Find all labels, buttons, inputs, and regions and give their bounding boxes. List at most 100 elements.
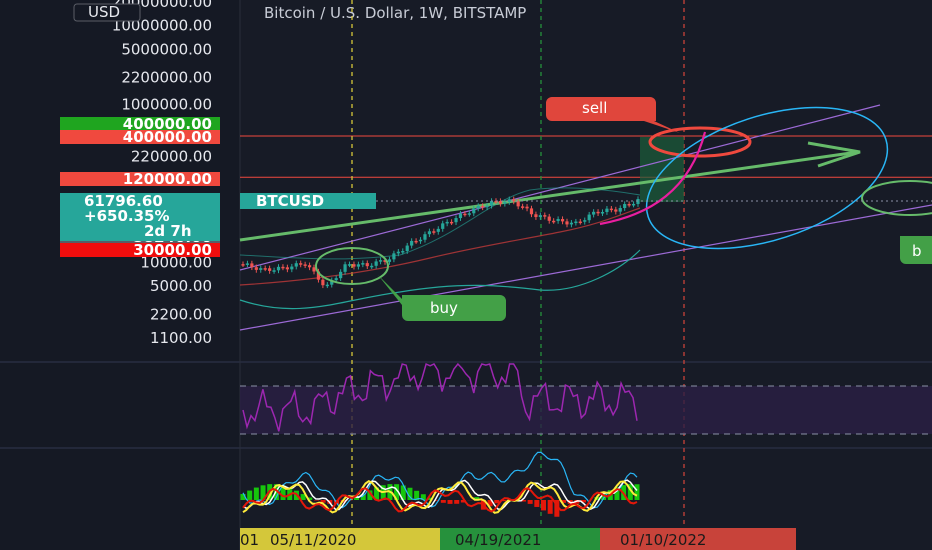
- upper-band: [239, 187, 641, 260]
- candle-body: [481, 205, 485, 208]
- candle-body: [347, 264, 352, 266]
- candle-body: [565, 221, 569, 225]
- osc-histogram-bar: [420, 494, 426, 500]
- y-tick-label: 2200.00: [150, 305, 212, 323]
- price-tag-label: 400000.00: [123, 115, 212, 133]
- candle-body: [587, 214, 591, 221]
- candle-body: [276, 266, 281, 271]
- symbol-label: BTCUSD: [256, 192, 324, 210]
- channel-upper-line[interactable]: [239, 104, 881, 271]
- osc-histogram-bar: [440, 500, 446, 503]
- candle-body: [374, 261, 378, 266]
- candle-body: [245, 263, 250, 265]
- candle-body: [472, 208, 476, 214]
- osc-histogram-bar: [494, 500, 500, 504]
- oscillator-pane[interactable]: [240, 451, 640, 517]
- candle-body: [343, 264, 347, 272]
- candle-body: [254, 267, 258, 270]
- plot-area: [240, 0, 932, 550]
- date-label-3: 01/10/2022: [620, 531, 706, 549]
- candle-body: [498, 201, 503, 204]
- osc-histogram-bar: [400, 485, 406, 500]
- candle-body: [365, 263, 369, 267]
- candle-body: [534, 214, 538, 218]
- candle-body: [485, 205, 489, 208]
- sell-ellipse[interactable]: [648, 126, 752, 158]
- price-tag-bg: [60, 172, 220, 186]
- price-axis[interactable]: 20000000.0010000000.005000000.002200000.…: [112, 0, 212, 347]
- candle-body: [609, 208, 613, 211]
- price-candles[interactable]: [241, 196, 640, 289]
- candle-body: [489, 200, 494, 206]
- date-label-1-bg: [240, 528, 462, 550]
- lower-band: [239, 249, 641, 310]
- symbol-tag[interactable]: [240, 193, 376, 209]
- projection-ellipse[interactable]: [629, 80, 905, 275]
- candle-body: [387, 259, 392, 262]
- y-tick-label: 20000000.00: [112, 0, 212, 11]
- osc-histogram-bar: [561, 500, 567, 503]
- candle-body: [516, 201, 520, 207]
- buy-callout[interactable]: [378, 275, 506, 321]
- osc-histogram-bar: [427, 497, 433, 500]
- candle-body: [552, 220, 556, 223]
- rsi-line[interactable]: [242, 362, 638, 432]
- y-tick-label: 1100.00: [150, 329, 212, 347]
- y-tick-label: 5000.00: [150, 277, 212, 295]
- candle-body: [259, 268, 263, 270]
- projection-curve[interactable]: [599, 131, 707, 226]
- last-price-change: +650.35%: [84, 207, 169, 225]
- candle-body: [463, 213, 467, 216]
- osc-histogram-bar: [460, 500, 466, 503]
- osc-histogram-bar: [547, 500, 553, 514]
- candle-body: [600, 212, 605, 214]
- currency-badge[interactable]: [73, 3, 141, 22]
- osc-histogram-bar: [500, 500, 506, 502]
- candle-body: [334, 278, 338, 281]
- buy-callout-2[interactable]: [900, 236, 932, 264]
- chart-title: Bitcoin / U.S. Dollar, 1W, BITSTAMP: [264, 4, 526, 22]
- price-tag-label: 30000.00: [133, 241, 212, 259]
- candle-body: [458, 213, 463, 219]
- candle-body: [521, 206, 525, 208]
- osc-histogram-bar: [354, 497, 360, 500]
- candle-body: [578, 221, 582, 224]
- candle-body: [467, 213, 471, 215]
- candle-body: [436, 228, 440, 232]
- y-tick-label: 220000.00: [131, 147, 212, 165]
- buy-ellipse[interactable]: [315, 247, 389, 285]
- last-price-tag[interactable]: [60, 193, 220, 241]
- trend-arrowhead[interactable]: [807, 141, 861, 168]
- trend-arrow-line[interactable]: [239, 150, 859, 242]
- osc-histogram-bar: [360, 493, 366, 500]
- channel-lower-line[interactable]: [239, 204, 932, 331]
- candle-body: [325, 284, 329, 287]
- osc-histogram-bar: [541, 500, 547, 511]
- candle-body: [307, 265, 312, 268]
- candle-body: [449, 221, 454, 224]
- osc-line: [242, 451, 638, 509]
- osc-histogram-bar: [313, 500, 319, 501]
- buy-callout-2-text: b: [912, 242, 922, 260]
- candle-body: [272, 270, 276, 272]
- candle-body: [574, 221, 578, 224]
- candle-body: [392, 253, 396, 260]
- candle-body: [361, 263, 365, 265]
- currency-label: USD: [88, 3, 120, 21]
- osc-histogram-bar: [614, 487, 620, 500]
- candle-body: [503, 201, 507, 204]
- candle-body: [370, 265, 374, 268]
- candle-body: [294, 263, 298, 267]
- osc-histogram-bar: [367, 490, 373, 500]
- buy-ellipse-2[interactable]: [861, 180, 932, 216]
- sell-callout[interactable]: [546, 97, 680, 133]
- date-label-1: 05/11/2020: [270, 531, 356, 549]
- candle-body: [596, 211, 600, 214]
- candle-body: [303, 264, 307, 266]
- osc-histogram-bar: [527, 500, 533, 504]
- price-tag-label: 120000.00: [123, 170, 212, 188]
- osc-histogram-bar: [414, 490, 420, 500]
- osc-histogram-bar: [300, 494, 306, 500]
- date-label-3-bg: [600, 528, 796, 550]
